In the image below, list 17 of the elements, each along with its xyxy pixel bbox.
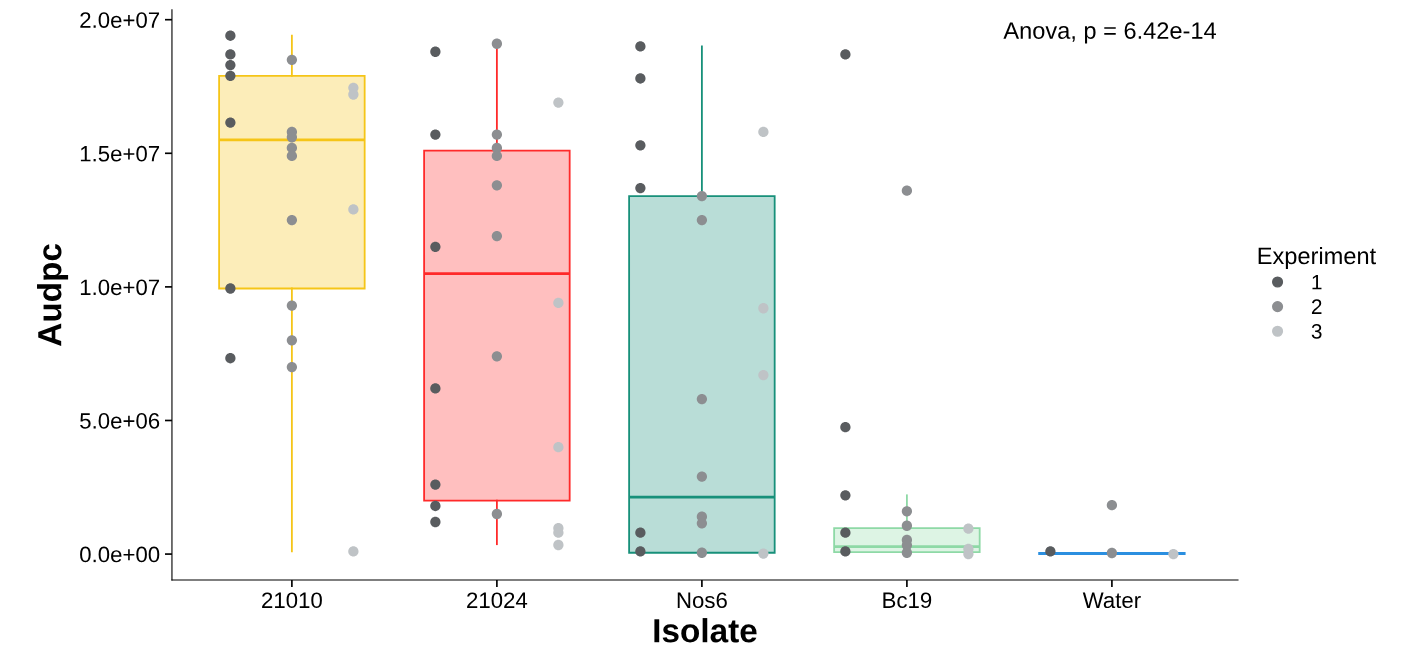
annotation: Anova, p = 6.42e-14 <box>1003 22 1216 44</box>
y-tick-label: 1.0e+07 <box>80 279 160 296</box>
y-tick-label: 0.0e+00 <box>80 546 160 563</box>
x-tick-label: Nos6 <box>677 592 727 609</box>
legend-label: 2 <box>1311 299 1322 314</box>
x-axis-title: Isolate <box>654 618 757 643</box>
legend-title: Experiment <box>1258 246 1376 269</box>
y-axis-title: Audpc <box>37 244 69 346</box>
x-tick-label: Bc19 <box>883 592 932 609</box>
y-tick-label: 5.0e+06 <box>80 413 160 429</box>
legend-label: 3 <box>1311 323 1322 339</box>
legend-label: 1 <box>1312 274 1322 290</box>
x-tick-label: 21024 <box>467 592 528 609</box>
x-tick-label: Water <box>1082 592 1141 609</box>
x-tick-label: 21010 <box>262 592 322 609</box>
y-tick-label: 2.0e+07 <box>80 12 160 28</box>
y-tick-label: 1.5e+07 <box>80 145 160 162</box>
